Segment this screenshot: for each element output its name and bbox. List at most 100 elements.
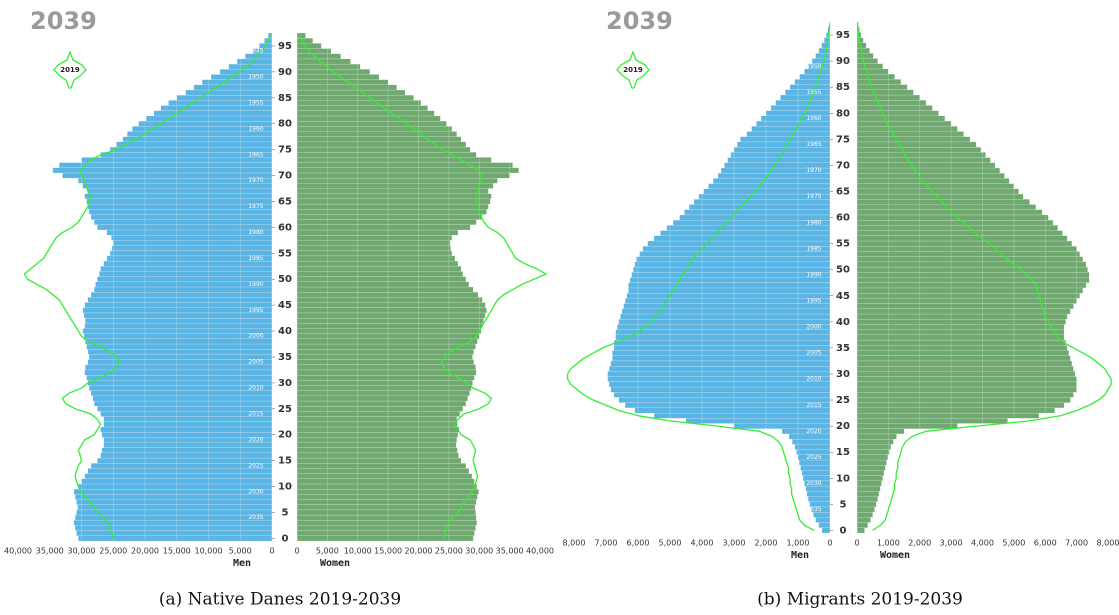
bar xyxy=(296,198,491,205)
cohort-label: 2005 xyxy=(248,359,263,366)
bar xyxy=(856,402,1065,409)
cohort-label: 2005 xyxy=(806,350,821,357)
y-tick-label: 90 xyxy=(278,67,292,78)
bar xyxy=(856,412,1040,419)
bar xyxy=(856,433,897,440)
x-tick-label: 2,000 xyxy=(755,539,778,548)
bar xyxy=(856,100,927,106)
bar xyxy=(856,517,871,523)
bar xyxy=(636,256,831,263)
cohort-label: 1965 xyxy=(248,151,263,158)
y-tick-label: 55 xyxy=(836,239,850,250)
bar xyxy=(296,235,453,241)
bar xyxy=(103,421,273,428)
bar xyxy=(296,203,489,210)
bar xyxy=(628,287,831,294)
x-tick-label: 7,000 xyxy=(1065,539,1088,548)
bar xyxy=(116,141,273,148)
bar xyxy=(88,385,273,391)
x-tick-label: 10,000 xyxy=(195,547,223,556)
bar xyxy=(856,146,982,153)
cohort-label: 2035 xyxy=(806,506,821,513)
bar xyxy=(856,287,1084,294)
bar xyxy=(856,167,1000,174)
y-tick-label: 65 xyxy=(278,196,292,207)
bar xyxy=(821,42,831,49)
bar xyxy=(856,251,1080,257)
bar xyxy=(856,480,882,487)
bar xyxy=(87,380,273,386)
bar xyxy=(856,438,894,445)
bar xyxy=(296,411,460,417)
bar xyxy=(794,79,831,85)
bar xyxy=(87,468,273,474)
bar xyxy=(296,504,476,511)
x-tick-label: 40,000 xyxy=(4,547,32,556)
x-tick-label: 5,000 xyxy=(659,539,682,548)
bar xyxy=(78,535,273,542)
bar xyxy=(90,463,273,469)
bar xyxy=(296,276,467,282)
bar xyxy=(106,229,273,236)
bar xyxy=(856,444,892,450)
x-tick-label: 35,000 xyxy=(496,547,524,556)
y-tick-label: 75 xyxy=(278,145,292,156)
y-tick-label: 35 xyxy=(836,343,850,354)
bar xyxy=(296,307,487,314)
bar xyxy=(856,522,868,528)
bar xyxy=(770,105,831,111)
bar xyxy=(296,281,470,288)
x-tick-label: 30,000 xyxy=(465,547,493,556)
cohort-label: 1975 xyxy=(806,193,821,200)
bar xyxy=(296,271,463,277)
axis-label: Women xyxy=(880,550,910,561)
bar xyxy=(610,360,831,367)
y-tick-label: 0 xyxy=(282,533,289,544)
outline-2019 xyxy=(856,24,1112,531)
bar xyxy=(296,400,467,407)
bar xyxy=(76,499,273,505)
bar xyxy=(613,339,831,346)
bar xyxy=(82,183,273,189)
bar xyxy=(83,333,273,339)
bar xyxy=(856,47,870,54)
bar xyxy=(296,292,479,298)
bar xyxy=(296,447,458,454)
bar xyxy=(626,292,831,299)
x-tick-label: 10,000 xyxy=(344,547,372,556)
cohort-label: 1965 xyxy=(806,141,821,148)
bar xyxy=(625,402,831,409)
bar xyxy=(78,483,273,490)
bar xyxy=(296,374,475,381)
legend-icon xyxy=(53,50,87,89)
bar xyxy=(856,120,952,127)
bar xyxy=(296,240,451,246)
bar xyxy=(296,499,477,505)
bar xyxy=(296,100,422,106)
bar xyxy=(296,535,474,542)
y-tick-label: 40 xyxy=(278,326,292,337)
bar xyxy=(296,95,414,101)
bar xyxy=(856,506,875,513)
bar xyxy=(94,400,273,407)
bar xyxy=(94,219,273,225)
x-tick-label: 6,000 xyxy=(627,539,650,548)
bar xyxy=(90,214,273,220)
x-tick-label: 3,000 xyxy=(940,539,963,548)
y-tick-label: 30 xyxy=(836,369,850,380)
bar xyxy=(73,520,273,526)
bar xyxy=(296,146,471,153)
x-tick-label: 5,000 xyxy=(229,547,252,556)
bar xyxy=(296,431,459,438)
bar xyxy=(92,395,273,402)
x-tick-label: 0 xyxy=(827,539,832,548)
bar xyxy=(621,308,831,315)
bar xyxy=(296,141,467,148)
bar xyxy=(296,105,428,111)
bar xyxy=(296,120,447,127)
y-tick-label: 80 xyxy=(278,119,292,130)
bar xyxy=(856,418,1008,424)
bar xyxy=(86,198,273,205)
bar xyxy=(856,308,1071,315)
bar xyxy=(100,266,273,272)
